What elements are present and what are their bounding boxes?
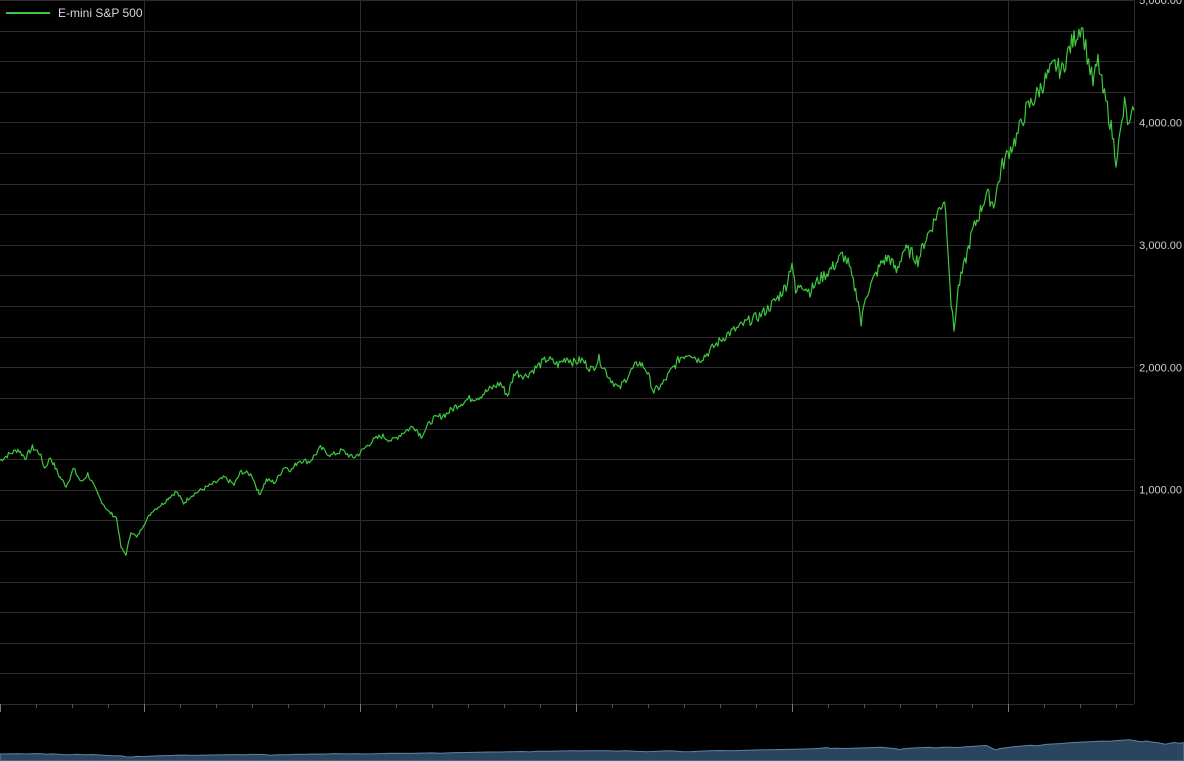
navigator-area: [0, 739, 1184, 761]
legend-label: E-mini S&P 500: [58, 6, 143, 20]
y-tick-label: 1,000.00: [1139, 485, 1182, 497]
series-line-emini-sp500: [0, 27, 1135, 556]
y-tick-label: 2,000.00: [1139, 362, 1182, 374]
y-tick-label: 5,000.00: [1139, 0, 1182, 7]
y-tick-label: 4,000.00: [1139, 117, 1182, 129]
y-tick-label: 3,000.00: [1139, 240, 1182, 252]
legend: E-mini S&P 500: [6, 6, 143, 20]
legend-swatch: [6, 12, 50, 14]
